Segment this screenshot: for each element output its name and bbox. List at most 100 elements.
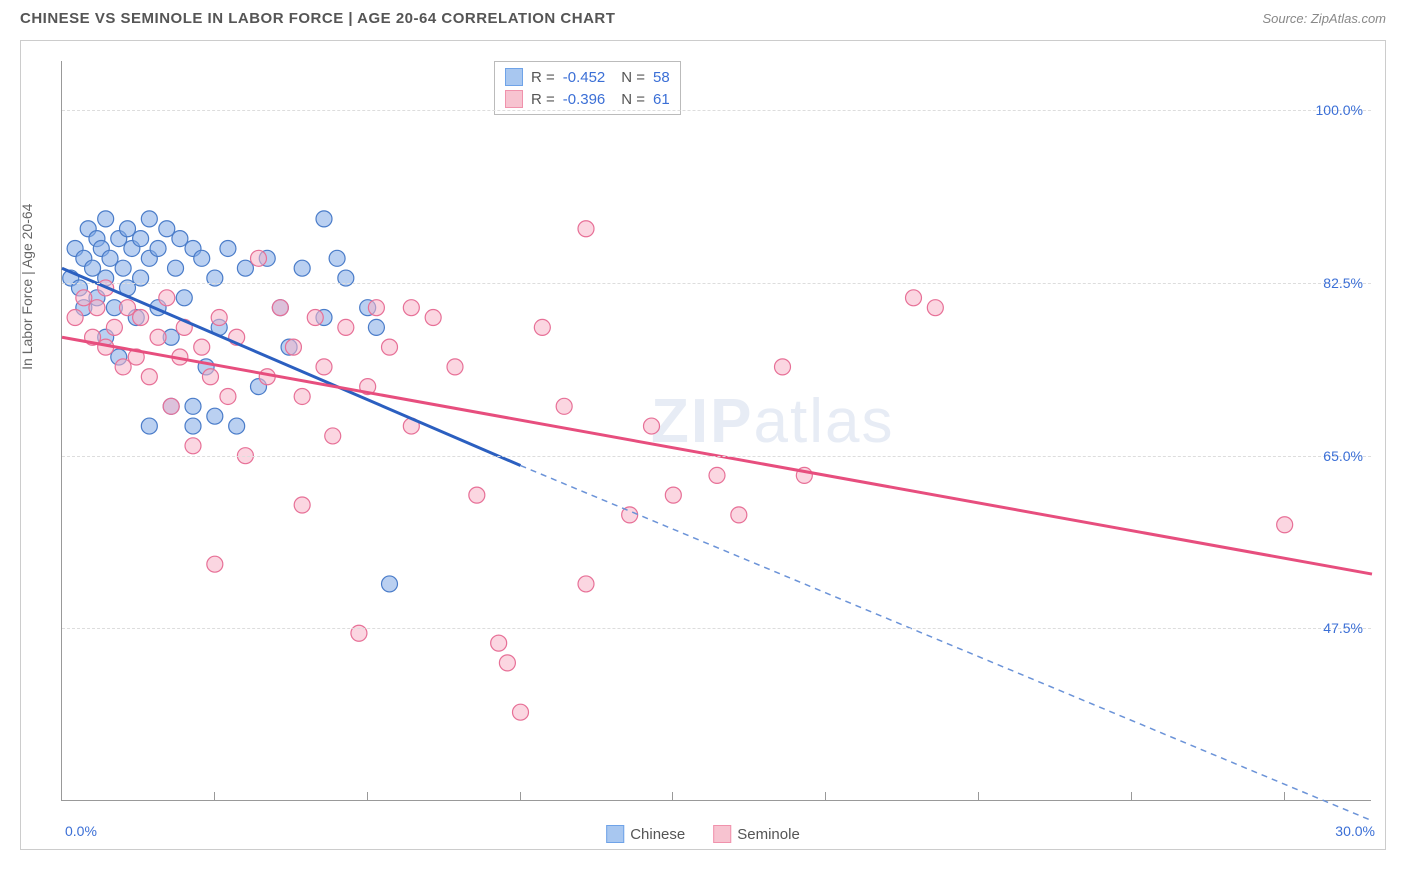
scatter-point [906,290,922,306]
stats-row: R =-0.452N =58 [505,66,670,88]
scatter-point [316,211,332,227]
series-swatch [505,68,523,86]
legend: Chinese Seminole [606,825,800,843]
scatter-point [513,704,529,720]
scatter-point [1277,517,1293,533]
scatter-point [141,369,157,385]
scatter-point [120,300,136,316]
series-swatch [505,90,523,108]
x-tick-mark [367,792,368,800]
scatter-point [120,221,136,237]
scatter-point [491,635,507,651]
scatter-point [644,418,660,434]
gridline [62,456,1371,457]
plot-area: ZIPatlas R =-0.452N =58R =-0.396N =61 10… [61,61,1371,801]
r-label: R = [531,91,555,108]
y-tick-label: 65.0% [1323,448,1363,464]
scatter-point [85,260,101,276]
scatter-point [368,300,384,316]
scatter-point [307,310,323,326]
legend-item: Seminole [713,825,800,843]
r-value: -0.452 [563,69,606,86]
n-label: N = [621,69,645,86]
legend-swatch [606,825,624,843]
scatter-point [556,398,572,414]
scatter-point [220,388,236,404]
scatter-point [220,240,236,256]
scatter-point [159,221,175,237]
scatter-point [229,418,245,434]
scatter-point [425,310,441,326]
scatter-point [285,339,301,355]
y-axis-label: In Labor Force | Age 20-64 [19,204,35,370]
x-tick-mark [1131,792,1132,800]
legend-swatch [713,825,731,843]
scatter-point [176,290,192,306]
x-tick-mark [520,792,521,800]
scatter-point [368,319,384,335]
scatter-point [382,339,398,355]
scatter-point [294,260,310,276]
scatter-point [578,576,594,592]
scatter-point [731,507,747,523]
n-label: N = [621,91,645,108]
r-value: -0.396 [563,91,606,108]
scatter-point [447,359,463,375]
scatter-point [194,250,210,266]
scatter-point [115,359,131,375]
scatter-point [159,290,175,306]
x-tick-mark [1284,792,1285,800]
legend-label: Chinese [630,826,685,843]
scatter-point [202,369,218,385]
scatter-point [150,329,166,345]
stats-row: R = -0.396 N = 61 [505,88,670,110]
scatter-point [141,211,157,227]
scatter-point [185,398,201,414]
legend-item: Chinese [606,825,685,843]
scatter-point [76,290,92,306]
scatter-point [237,260,253,276]
scatter-point [211,310,227,326]
scatter-point [709,467,725,483]
legend-label: Seminole [737,826,800,843]
scatter-point [578,221,594,237]
scatter-point [102,250,118,266]
scatter-point [163,398,179,414]
scatter-point [185,438,201,454]
scatter-point [316,359,332,375]
scatter-point [665,487,681,503]
x-tick-mark [672,792,673,800]
scatter-point [325,428,341,444]
y-tick-label: 47.5% [1323,620,1363,636]
scatter-point [775,359,791,375]
y-tick-label: 100.0% [1316,102,1363,118]
n-value: 58 [653,69,670,86]
scatter-point [150,240,166,256]
gridline [62,283,1371,284]
scatter-point [141,418,157,434]
x-max-label: 30.0% [1335,823,1375,839]
scatter-point [194,339,210,355]
gridline [62,110,1371,111]
scatter-point [207,408,223,424]
chart-title: CHINESE VS SEMINOLE IN LABOR FORCE | AGE… [20,10,615,27]
scatter-point [115,260,131,276]
scatter-point [499,655,515,671]
scatter-point [251,250,267,266]
scatter-point [106,319,122,335]
scatter-point [534,319,550,335]
scatter-point [185,418,201,434]
scatter-point [133,231,149,247]
stats-box: R = -0.452 N = 58 R = -0.396 N = 61 [494,61,681,115]
chart-container: In Labor Force | Age 20-64 ZIPatlas R =-… [20,40,1386,850]
scatter-point [172,231,188,247]
n-value: 61 [653,91,670,108]
scatter-point [133,310,149,326]
scatter-point [403,300,419,316]
scatter-point [469,487,485,503]
trend-line-extended [521,466,1373,821]
scatter-point [382,576,398,592]
scatter-point [67,310,83,326]
x-tick-mark [978,792,979,800]
x-min-label: 0.0% [65,823,97,839]
